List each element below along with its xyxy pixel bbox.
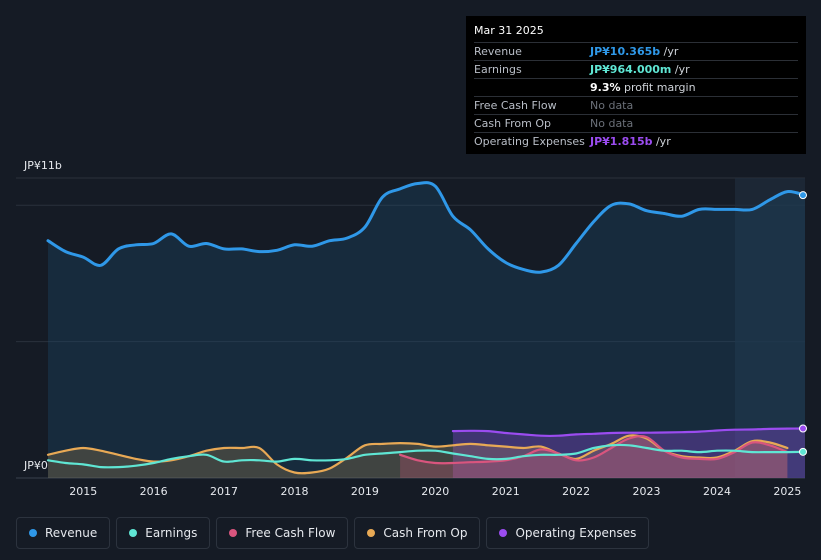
x-tick-label: 2016 (140, 485, 168, 498)
legend-item-operating-expenses[interactable]: Operating Expenses (486, 517, 650, 549)
earnings-line (46, 443, 807, 469)
tooltip-row-value: JP¥1.815b /yr (590, 135, 671, 148)
tooltip-row: Free Cash Flow No data (474, 97, 798, 115)
free-cash-flow-area (400, 436, 788, 478)
tooltip-panel: Mar 31 2025 Revenue JP¥10.365b /yr Earning… (466, 16, 806, 154)
x-axis-ticks: 2015 2016 2017 2018 2019 2020 2021 2022 2023 2024… (69, 485, 801, 498)
tooltip-row: 9.3% profit margin (474, 79, 798, 97)
legend-item-revenue[interactable]: Revenue (16, 517, 111, 549)
tooltip-row-value: 9.3% profit margin (590, 81, 696, 94)
tooltip-row: Earnings JP¥964.000m /yr (474, 61, 798, 79)
y-axis-top-label: JP¥11b (24, 159, 62, 172)
legend-item-free-cash-flow[interactable]: Free Cash Flow (216, 517, 349, 549)
tooltip-row: Revenue JP¥10.365b /yr (474, 43, 798, 61)
x-tick-label: 2018 (280, 485, 308, 498)
chart-area: 2015 2016 2017 2018 2019 2020 2021 2022 2023 2024… (16, 177, 807, 498)
legend-dot-icon (129, 529, 138, 537)
legend-item-earnings[interactable]: Earnings (116, 517, 211, 549)
series-endpoints (799, 191, 807, 456)
x-tick-label: 2015 (69, 485, 97, 498)
cash-from-op-area (48, 435, 788, 478)
grid-lines (16, 177, 805, 479)
legend-dot-icon (499, 529, 508, 537)
legend-label: Earnings (145, 526, 198, 540)
free-cash-flow-line (399, 435, 789, 465)
operating-expenses-area (452, 428, 805, 478)
tooltip-row-value: JP¥964.000m /yr (590, 63, 690, 76)
x-tick-label: 2021 (492, 485, 520, 498)
tooltip-row-value: JP¥10.365b /yr (590, 45, 679, 58)
tooltip-date: Mar 31 2025 (474, 24, 798, 43)
x-tick-label: 2020 (421, 485, 449, 498)
x-tick-label: 2019 (351, 485, 379, 498)
revenue-endpoint (799, 191, 807, 200)
revenue-area (48, 182, 805, 478)
legend-label: Operating Expenses (515, 526, 637, 540)
tooltip-row-label: Revenue (474, 45, 522, 58)
tooltip-row-label: Operating Expenses (474, 135, 585, 148)
tooltip-row-label (474, 79, 590, 96)
x-tick-label: 2023 (633, 485, 661, 498)
operating-expenses-line (451, 427, 807, 438)
operating-expenses-endpoint (799, 424, 807, 433)
tooltip-row: Cash From Op No data (474, 115, 798, 133)
tooltip-row-value: No data (590, 117, 634, 130)
series-lines (46, 181, 807, 475)
x-tick-label: 2025 (773, 485, 801, 498)
x-tick-label: 2017 (210, 485, 238, 498)
tooltip-row-label: Earnings (474, 63, 522, 76)
legend-label: Free Cash Flow (245, 526, 336, 540)
tooltip-row-label: Free Cash Flow (474, 99, 557, 112)
tooltip-row-value: No data (590, 99, 634, 112)
legend-dot-icon (29, 529, 37, 537)
tooltip-row-label: Cash From Op (474, 117, 552, 130)
legend-label: Cash From Op (383, 526, 468, 540)
earnings-endpoint (799, 447, 807, 456)
legend-item-cash-from-op[interactable]: Cash From Op (354, 517, 481, 549)
x-tick-label: 2024 (703, 485, 731, 498)
legend-dot-icon (229, 529, 238, 537)
y-axis-bottom-label: JP¥0 (24, 459, 48, 472)
revenue-line (46, 181, 807, 274)
legend: Revenue Earnings Free Cash Flow Cash From O… (16, 517, 655, 549)
tooltip-row: Operating Expenses JP¥1.815b /yr (474, 133, 798, 150)
x-tick-label: 2022 (562, 485, 590, 498)
legend-dot-icon (367, 529, 376, 537)
series-areas (48, 182, 805, 478)
legend-label: Revenue (45, 526, 98, 540)
